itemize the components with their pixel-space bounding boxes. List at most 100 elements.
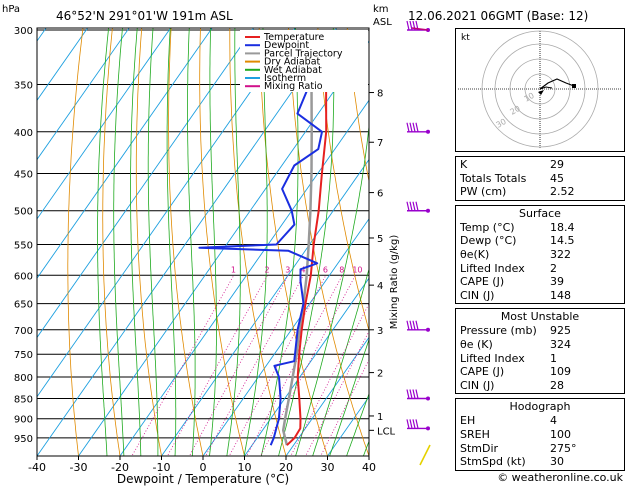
stat-label: CIN (J): [460, 378, 495, 392]
wind-barb-dot: [426, 208, 430, 213]
dry-adiabat: [102, 28, 121, 456]
stat-value: 29: [550, 158, 564, 171]
wind-barb-feather: [406, 389, 410, 399]
legend-label: Isotherm: [264, 73, 306, 84]
wet-adiabat: [295, 122, 369, 456]
wet-adiabat: [147, 28, 159, 456]
height-tick-label: 5: [377, 234, 383, 245]
isotherm: [202, 218, 369, 456]
pressure-tick-label: 800: [14, 373, 33, 384]
x-tick-label: 30: [321, 461, 335, 474]
datetime-title: 12.06.2021 06GMT (Base: 12): [408, 9, 588, 23]
stat-value: 322: [550, 247, 571, 261]
isotherm: [37, 28, 255, 339]
height-tick-label: 2: [377, 369, 383, 380]
pressure-tick-label: 350: [14, 81, 33, 92]
stat-value: 100: [550, 427, 571, 441]
stat-label: EH: [460, 414, 476, 428]
legend-label: Mixing Ratio: [264, 81, 323, 92]
wet-adiabat: [278, 28, 335, 456]
stat-value: 18.4: [550, 220, 575, 234]
wet-adiabat: [209, 28, 217, 456]
site-credit: © weatheronline.co.uk: [497, 471, 623, 484]
x-tick-label: -10: [153, 461, 171, 474]
stat-value: 14.5: [550, 234, 575, 248]
isotherm: [37, 28, 172, 220]
wind-barb-feather: [415, 320, 419, 330]
wind-barb-top: [411, 27, 429, 31]
storm-motion-marker: [538, 90, 544, 95]
hodograph-title: Hodograph: [509, 400, 571, 414]
stat-value: 28: [550, 378, 564, 392]
hodograph-end-marker: [572, 84, 576, 88]
stat-label: Pressure (mb): [460, 324, 537, 338]
pressure-tick-label: 850: [14, 394, 33, 405]
stat-label: θe(K): [460, 247, 490, 261]
hodograph-ring-label: 10: [523, 91, 536, 104]
stat-label: CIN (J): [460, 288, 495, 302]
hodograph-ring-label: 20: [509, 104, 522, 117]
stat-value: 324: [550, 337, 571, 351]
hodograph-svg: kt 10 20 30: [458, 30, 622, 149]
stat-value: 2.52: [550, 185, 575, 199]
x-tick-label: -40: [28, 461, 46, 474]
hodograph-ring-label: 30: [495, 117, 508, 130]
surface-title: Surface: [519, 206, 561, 220]
isotherm: [37, 28, 89, 102]
height-tick-label: 7: [377, 138, 383, 149]
x-axis-title: Dewpoint / Temperature (°C): [117, 472, 289, 486]
isotherm: [243, 277, 369, 456]
mixing-ratio-line: [260, 275, 356, 456]
wind-barb-dot: [426, 327, 430, 332]
pressure-tick-label: 950: [14, 434, 33, 445]
mixing-ratio-label: 25: [409, 265, 419, 274]
stat-label: θe (K): [460, 337, 493, 351]
dry-adiabat: [258, 28, 328, 456]
pressure-tick-label: 500: [14, 207, 33, 218]
stat-value: 4: [550, 414, 557, 428]
stat-value: 109: [550, 365, 571, 379]
stat-label: K: [460, 158, 468, 171]
height-tick-label: 3: [377, 326, 383, 337]
legend-label: Parcel Trajectory: [264, 48, 343, 59]
dry-adiabat: [229, 28, 287, 456]
wet-adiabat: [130, 28, 142, 456]
mixing-ratio-line: [131, 275, 235, 456]
wet-adiabat: [312, 267, 369, 456]
mixing-ratio-label: 6: [323, 265, 328, 274]
km-unit: km: [373, 4, 389, 15]
x-tick-label: -30: [70, 461, 88, 474]
temperature-line: [286, 29, 328, 446]
stat-value: 2: [550, 261, 557, 275]
mixing-ratio-line: [228, 275, 327, 456]
isotherm: [37, 28, 130, 161]
dry-adiabat: [135, 28, 162, 456]
wet-adiabat: [113, 28, 125, 456]
x-tick-label: 20: [279, 461, 293, 474]
legend-label: Temperature: [263, 32, 324, 43]
hodograph-unit: kt: [461, 33, 470, 43]
dry-adiabat: [67, 28, 84, 456]
dry-adiabat: [168, 28, 204, 456]
wind-barb-feather: [406, 201, 410, 211]
wet-adiabat: [187, 28, 196, 456]
stat-value: 45: [550, 171, 564, 185]
hodograph-ring: [509, 58, 571, 120]
legend-label: Dry Adiabat: [264, 57, 321, 68]
wind-barb-feather: [409, 320, 413, 330]
x-tick-label: -20: [111, 461, 129, 474]
wind-barb-feather: [409, 389, 413, 399]
hodograph-table: Hodograph EH 4 SREH 100 StmDir 275° StmSpd …: [455, 398, 625, 471]
stats-tables: K 29 Totals Totals 45 PW (cm) 2.52 Surface …: [455, 156, 625, 475]
wet-adiabat: [243, 28, 268, 456]
wet-adiabat: [226, 28, 241, 456]
hodograph-ring: [524, 73, 556, 105]
wet-adiabat: [166, 28, 177, 456]
stat-label: Dewp (°C): [460, 234, 517, 248]
stat-label: Lifted Index: [460, 351, 525, 365]
mixing-ratio-line: [166, 275, 268, 456]
most-unstable-table: Most Unstable Pressure (mb) 925 θe (K) 324…: [455, 308, 625, 395]
stat-label: CAPE (J): [460, 275, 505, 289]
location-title: 46°52'N 291°01'W 191m ASL: [56, 9, 233, 23]
mixing-ratio-label: 8: [339, 265, 344, 274]
